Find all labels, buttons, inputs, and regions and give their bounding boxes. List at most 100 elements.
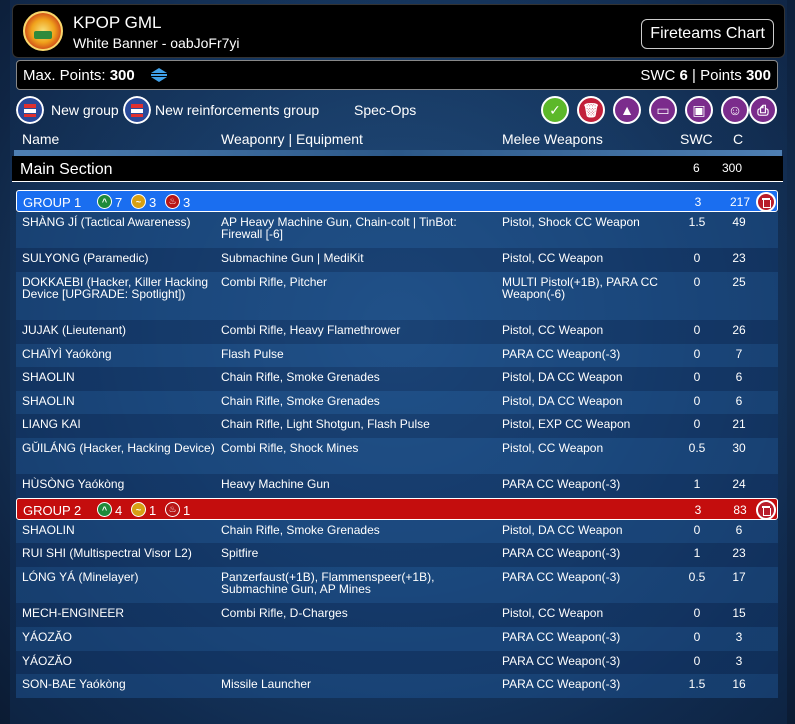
unit-weapons: Chain Rifle, Smoke Grenades	[221, 394, 380, 408]
order-count: 1	[183, 503, 191, 518]
unit-cost: 23	[732, 546, 746, 560]
unit-name: YÁOZĂO	[22, 654, 73, 668]
order-count: 3	[149, 195, 157, 210]
order-count: 3	[183, 195, 191, 210]
irregular-order-icon: ~	[131, 194, 146, 209]
new-reinforcements-button[interactable]: New reinforcements group	[155, 102, 320, 118]
unit-row[interactable]: SHAOLIN Chain Rifle, Smoke Grenades Pistol…	[16, 367, 778, 391]
unit-weapons: Spitfire	[221, 546, 259, 560]
unit-cost: 6	[735, 370, 743, 384]
unit-row[interactable]: MECH-ENGINEER Combi Rifle, D-Charges Pisto…	[16, 603, 778, 627]
unit-cost: 23	[732, 251, 746, 265]
group-header[interactable]: GROUP 2 ^ 4 ~1 ♨ 1 3 83	[16, 498, 778, 520]
unit-row[interactable]: SULYONG (Paramedic) Submachine Gun | Medi…	[16, 248, 778, 272]
regular-order-icon: ^	[97, 194, 112, 209]
unit-melee: Pistol, DA CC Weapon	[502, 394, 623, 408]
unit-weapons: Combi Rifle, D-Charges	[221, 606, 348, 620]
order-count: 4	[115, 503, 123, 518]
unit-cost: 16	[732, 677, 746, 691]
print-icon[interactable]: ⎙	[749, 96, 777, 124]
warning-icon[interactable]: ▲	[613, 96, 641, 124]
unit-weapons: Combi Rifle, Shock Mines	[221, 441, 359, 455]
unit-swc: 0	[693, 654, 701, 668]
unit-name: GŬILÁNG (Hacker, Hacking Device)	[22, 441, 215, 455]
points-toggle-icon[interactable]	[149, 68, 169, 82]
unit-swc: 0	[693, 347, 701, 361]
points-label: | Points	[692, 67, 742, 84]
confirm-icon[interactable]: ✓	[541, 96, 569, 124]
unit-swc: 0	[693, 323, 701, 337]
group-cost: 83	[733, 503, 747, 517]
unit-swc: 0	[693, 370, 701, 384]
list-subtitle: White Banner - oabJoFr7yi	[73, 35, 240, 51]
unit-swc: 0	[693, 394, 701, 408]
unit-row[interactable]: GŬILÁNG (Hacker, Hacking Device) Combi Ri…	[16, 438, 778, 474]
unit-cost: 15	[732, 606, 746, 620]
unit-row[interactable]: DOKKAEBI (Hacker, Killer Hacking Device …	[16, 272, 778, 320]
unit-row[interactable]: HÙSÒNG Yaókòng Heavy Machine Gun PARA CC W…	[16, 474, 778, 498]
unit-melee: Pistol, CC Weapon	[502, 251, 604, 265]
unit-name: JUJAK (Lieutenant)	[22, 323, 127, 337]
save-icon[interactable]: ▣	[685, 96, 713, 124]
unit-row[interactable]: YÁOZĂO PARA CC Weapon(-3) 0 3	[16, 651, 778, 674]
fireteams-chart-button[interactable]: Fireteams Chart	[641, 19, 774, 49]
new-reinforcements-icon[interactable]	[123, 96, 151, 124]
unit-melee: Pistol, DA CC Weapon	[502, 370, 623, 384]
unit-melee: PARA CC Weapon(-3)	[502, 347, 621, 361]
unit-name: HÙSÒNG Yaókòng	[22, 477, 125, 491]
unit-name: SON-BAE Yaókòng	[22, 677, 126, 691]
unit-name: SHÀNG JÍ (Tactical Awareness)	[22, 215, 191, 229]
unit-row[interactable]: CHAÏYÌ Yaókòng Flash Pulse PARA CC Weapon(…	[16, 344, 778, 367]
unit-row[interactable]: LÓNG YÁ (Minelayer) Panzerfaust(+1B), Fla…	[16, 567, 778, 603]
unit-name: MECH-ENGINEER	[22, 606, 125, 620]
group-header[interactable]: GROUP 1 ^ 7 ~3 ♨ 3 3 217	[16, 190, 778, 212]
unit-row[interactable]: RUI SHI (Multispectral Visor L2) Spitfire…	[16, 543, 778, 567]
delete-group-icon[interactable]	[756, 192, 776, 212]
unit-weapons: Submachine Gun | MediKit	[221, 251, 364, 265]
unit-row[interactable]: LIANG KAI Chain Rifle, Light Shotgun, Fla…	[16, 414, 778, 438]
unit-swc: 1.5	[688, 215, 706, 229]
unit-weapons: Chain Rifle, Smoke Grenades	[221, 370, 380, 384]
trash-icon[interactable]: 🗑	[577, 96, 605, 124]
unit-melee: Pistol, DA CC Weapon	[502, 523, 623, 537]
column-header-melee: Melee Weapons	[502, 131, 603, 147]
unit-swc: 1	[693, 477, 701, 491]
order-count: 1	[149, 503, 157, 518]
unit-melee: Pistol, EXP CC Weapon	[502, 417, 631, 431]
unit-row[interactable]: SON-BAE Yaókòng Missile Launcher PARA CC W…	[16, 674, 778, 698]
unit-melee: PARA CC Weapon(-3)	[502, 630, 621, 644]
order-count: 7	[115, 195, 123, 210]
new-group-button[interactable]: New group	[51, 102, 119, 118]
unit-row[interactable]: SHÀNG JÍ (Tactical Awareness) AP Heavy Ma…	[16, 212, 778, 248]
face-icon[interactable]: ☺	[721, 96, 749, 124]
unit-name: LÓNG YÁ (Minelayer)	[22, 570, 139, 584]
unit-weapons: Combi Rifle, Heavy Flamethrower	[221, 323, 401, 337]
irregular-order-icon: ~	[131, 502, 146, 517]
unit-melee: Pistol, CC Weapon	[502, 441, 604, 455]
chat-icon[interactable]: ▭	[649, 96, 677, 124]
unit-row[interactable]: SHAOLIN Chain Rifle, Smoke Grenades Pistol…	[16, 391, 778, 414]
unit-weapons: AP Heavy Machine Gun, Chain-colt | TinBo…	[221, 215, 457, 241]
points-value: 300	[745, 67, 771, 84]
unit-cost: 25	[732, 275, 746, 289]
delete-group-icon[interactable]	[756, 500, 776, 520]
unit-table: GROUP 1 ^ 7 ~3 ♨ 3 3 217 SHÀNG JÍ (Tactical Awar…	[16, 190, 778, 698]
unit-row[interactable]: SHAOLIN Chain Rifle, Smoke Grenades Pistol…	[16, 520, 778, 543]
unit-name: DOKKAEBI (Hacker, Killer Hacking Device …	[22, 275, 209, 301]
main-section-swc: 6	[693, 161, 700, 175]
new-group-icon[interactable]	[16, 96, 44, 124]
header-bar: KPOP GML White Banner - oabJoFr7yi Firet…	[12, 4, 785, 58]
unit-row[interactable]: JUJAK (Lieutenant) Combi Rifle, Heavy Fla…	[16, 320, 778, 344]
unit-weapons: Combi Rifle, Pitcher	[221, 275, 328, 289]
unit-weapons: Heavy Machine Gun	[221, 477, 330, 491]
unit-weapons: Flash Pulse	[221, 347, 284, 361]
unit-cost: 30	[732, 441, 746, 455]
spec-ops-button[interactable]: Spec-Ops	[354, 102, 417, 118]
unit-row[interactable]: YÁOZĂO PARA CC Weapon(-3) 0 3	[16, 627, 778, 651]
unit-swc: 0	[693, 606, 701, 620]
unit-name: SHAOLIN	[22, 523, 75, 537]
list-title: KPOP GML	[73, 13, 162, 32]
unit-weapons: Chain Rifle, Smoke Grenades	[221, 523, 380, 537]
unit-swc: 0	[693, 630, 701, 644]
unit-swc: 1.5	[688, 677, 706, 691]
